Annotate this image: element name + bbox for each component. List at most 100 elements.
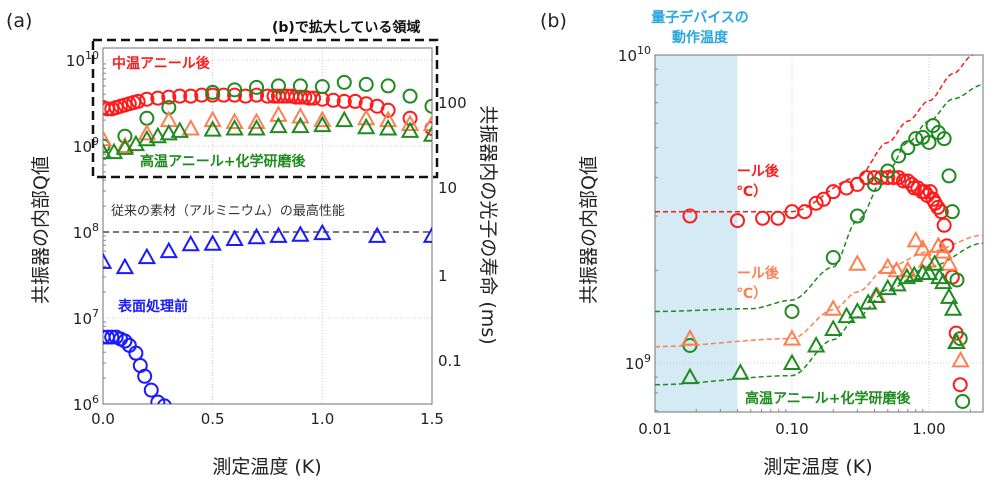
data-point-b-s3 [939, 287, 959, 304]
annotation-high-anneal-b: 高温アニール+化学研磨後 [745, 390, 911, 407]
data-point-a-s5 [150, 394, 166, 404]
data-point-b-s2 [898, 260, 917, 278]
data-point-a-s4 [159, 241, 178, 259]
data-point-a-s4 [203, 234, 222, 251]
data-point-a-s0 [249, 87, 265, 103]
data-point-b-s3 [782, 353, 802, 370]
data-point-b-s0 [917, 184, 933, 200]
plot-frame-a [102, 47, 433, 405]
data-point-a-s2 [181, 118, 200, 136]
data-point-b-s2 [939, 254, 959, 271]
data-point-b-s2 [934, 242, 953, 259]
data-point-a-s3 [115, 138, 135, 155]
data-point-a-s3 [400, 121, 420, 138]
data-point-a-s3 [422, 125, 432, 142]
data-point-a-s0 [150, 90, 166, 106]
data-point-b-s3 [919, 263, 939, 280]
data-point-b-s1 [944, 204, 960, 220]
data-point-b-s0 [816, 191, 832, 207]
data-point-a-s4 [137, 247, 157, 265]
zoom-region-box [91, 38, 439, 179]
y-right-tick-label-a: 10 [438, 179, 457, 197]
x-tick-label-b: 0.10 [775, 420, 808, 438]
data-point-a-s3 [148, 126, 168, 144]
data-point-b-s0 [880, 170, 896, 186]
data-point-a-s3 [335, 110, 354, 128]
panel-a-y-right-title: 共振器内の光子の寿命 (ms) [477, 105, 499, 344]
data-point-a-s3 [313, 115, 332, 133]
data-point-a-s5 [157, 398, 172, 404]
data-point-a-s4 [103, 252, 113, 269]
y-tick-label-a: 108 [73, 221, 99, 242]
x-tick-label-a: 1.5 [420, 410, 444, 428]
data-point-b-s0 [755, 210, 771, 226]
data-point-a-s4 [247, 227, 266, 245]
data-point-a-s1 [227, 82, 243, 98]
data-point-b-s2 [913, 239, 932, 256]
data-point-b-s2 [680, 329, 700, 346]
data-point-a-s2 [357, 108, 376, 126]
shaded-label-line2: 動作温度 [672, 29, 729, 46]
x-tick-label-b: 1.00 [912, 420, 945, 438]
fit-curve-b-1 [655, 84, 983, 313]
data-point-b-s0 [933, 204, 949, 220]
data-point-a-s0 [161, 89, 177, 105]
x-tick-label-a: 0.5 [201, 410, 225, 428]
panel-a-x-title: 測定温度 (K) [212, 456, 321, 478]
y-right-tick-label-a: 100 [438, 94, 467, 112]
data-point-a-s2 [203, 110, 222, 128]
data-point-a-s1 [139, 110, 155, 126]
data-point-a-s3 [225, 118, 244, 136]
data-point-a-s3 [137, 129, 157, 147]
data-point-a-s3 [357, 117, 376, 135]
data-point-a-s0 [194, 87, 210, 103]
annotation-high-anneal: 高温アニール+化学研磨後 [140, 153, 306, 170]
annotation-untreated: 表面処理前 [117, 298, 188, 315]
data-point-a-s2 [247, 112, 266, 130]
data-point-a-s4 [225, 229, 244, 246]
data-point-a-s1 [117, 128, 133, 144]
fit-curve-b-0 [655, 55, 974, 213]
data-point-b-s2 [878, 257, 897, 274]
data-point-a-s3 [104, 142, 124, 160]
data-point-a-s0 [183, 88, 199, 104]
annotation-mid-anneal: 中温アニール後 [112, 55, 211, 72]
data-point-a-s3 [291, 116, 310, 134]
data-point-a-s3 [159, 123, 178, 141]
data-point-a-s1 [205, 84, 221, 100]
data-point-a-s5 [104, 329, 120, 345]
shaded-label-line1: 量子デバイスの [651, 9, 749, 26]
data-point-b-s3 [824, 319, 843, 336]
data-point-b-s1 [936, 131, 952, 147]
data-point-b-s3 [731, 363, 750, 380]
data-point-b-s0 [952, 377, 968, 393]
ref-line-label: 従来の素材（アルミニウム）の最高性能 [111, 203, 345, 219]
data-point-a-s1 [292, 78, 308, 94]
data-point-b-s0 [770, 210, 786, 226]
data-point-a-s3 [103, 142, 113, 160]
data-point-a-s2 [137, 123, 157, 141]
panel-b-y-title: 共振器の内部Q値 [578, 156, 600, 304]
data-point-b-s0 [930, 199, 946, 215]
data-point-b-s1 [784, 303, 800, 319]
data-point-a-s2 [422, 114, 432, 132]
panel-a-y-title: 共振器の内部Q値 [30, 156, 52, 304]
data-point-a-s2 [313, 110, 332, 128]
data-point-b-s3 [897, 267, 917, 285]
y-tick-label-a: 107 [73, 307, 99, 328]
data-point-b-s3 [934, 272, 953, 290]
data-point-a-s0 [238, 88, 254, 104]
data-point-a-s4 [115, 257, 135, 275]
panel-b-x-title: 測定温度 (K) [763, 456, 872, 478]
data-point-b-s1 [908, 131, 924, 147]
data-point-b-s1 [891, 148, 907, 164]
data-point-b-s2 [824, 299, 843, 316]
data-point-b-s0 [808, 195, 824, 211]
zoom-region-label: (b)で拡大している領域 [272, 19, 420, 36]
data-point-b-s3 [866, 286, 886, 304]
data-point-a-s1 [314, 79, 330, 95]
data-point-a-s3 [378, 118, 398, 136]
data-point-a-s1 [380, 78, 396, 94]
data-point-b-s1 [955, 393, 971, 409]
data-point-a-s1 [424, 98, 432, 114]
